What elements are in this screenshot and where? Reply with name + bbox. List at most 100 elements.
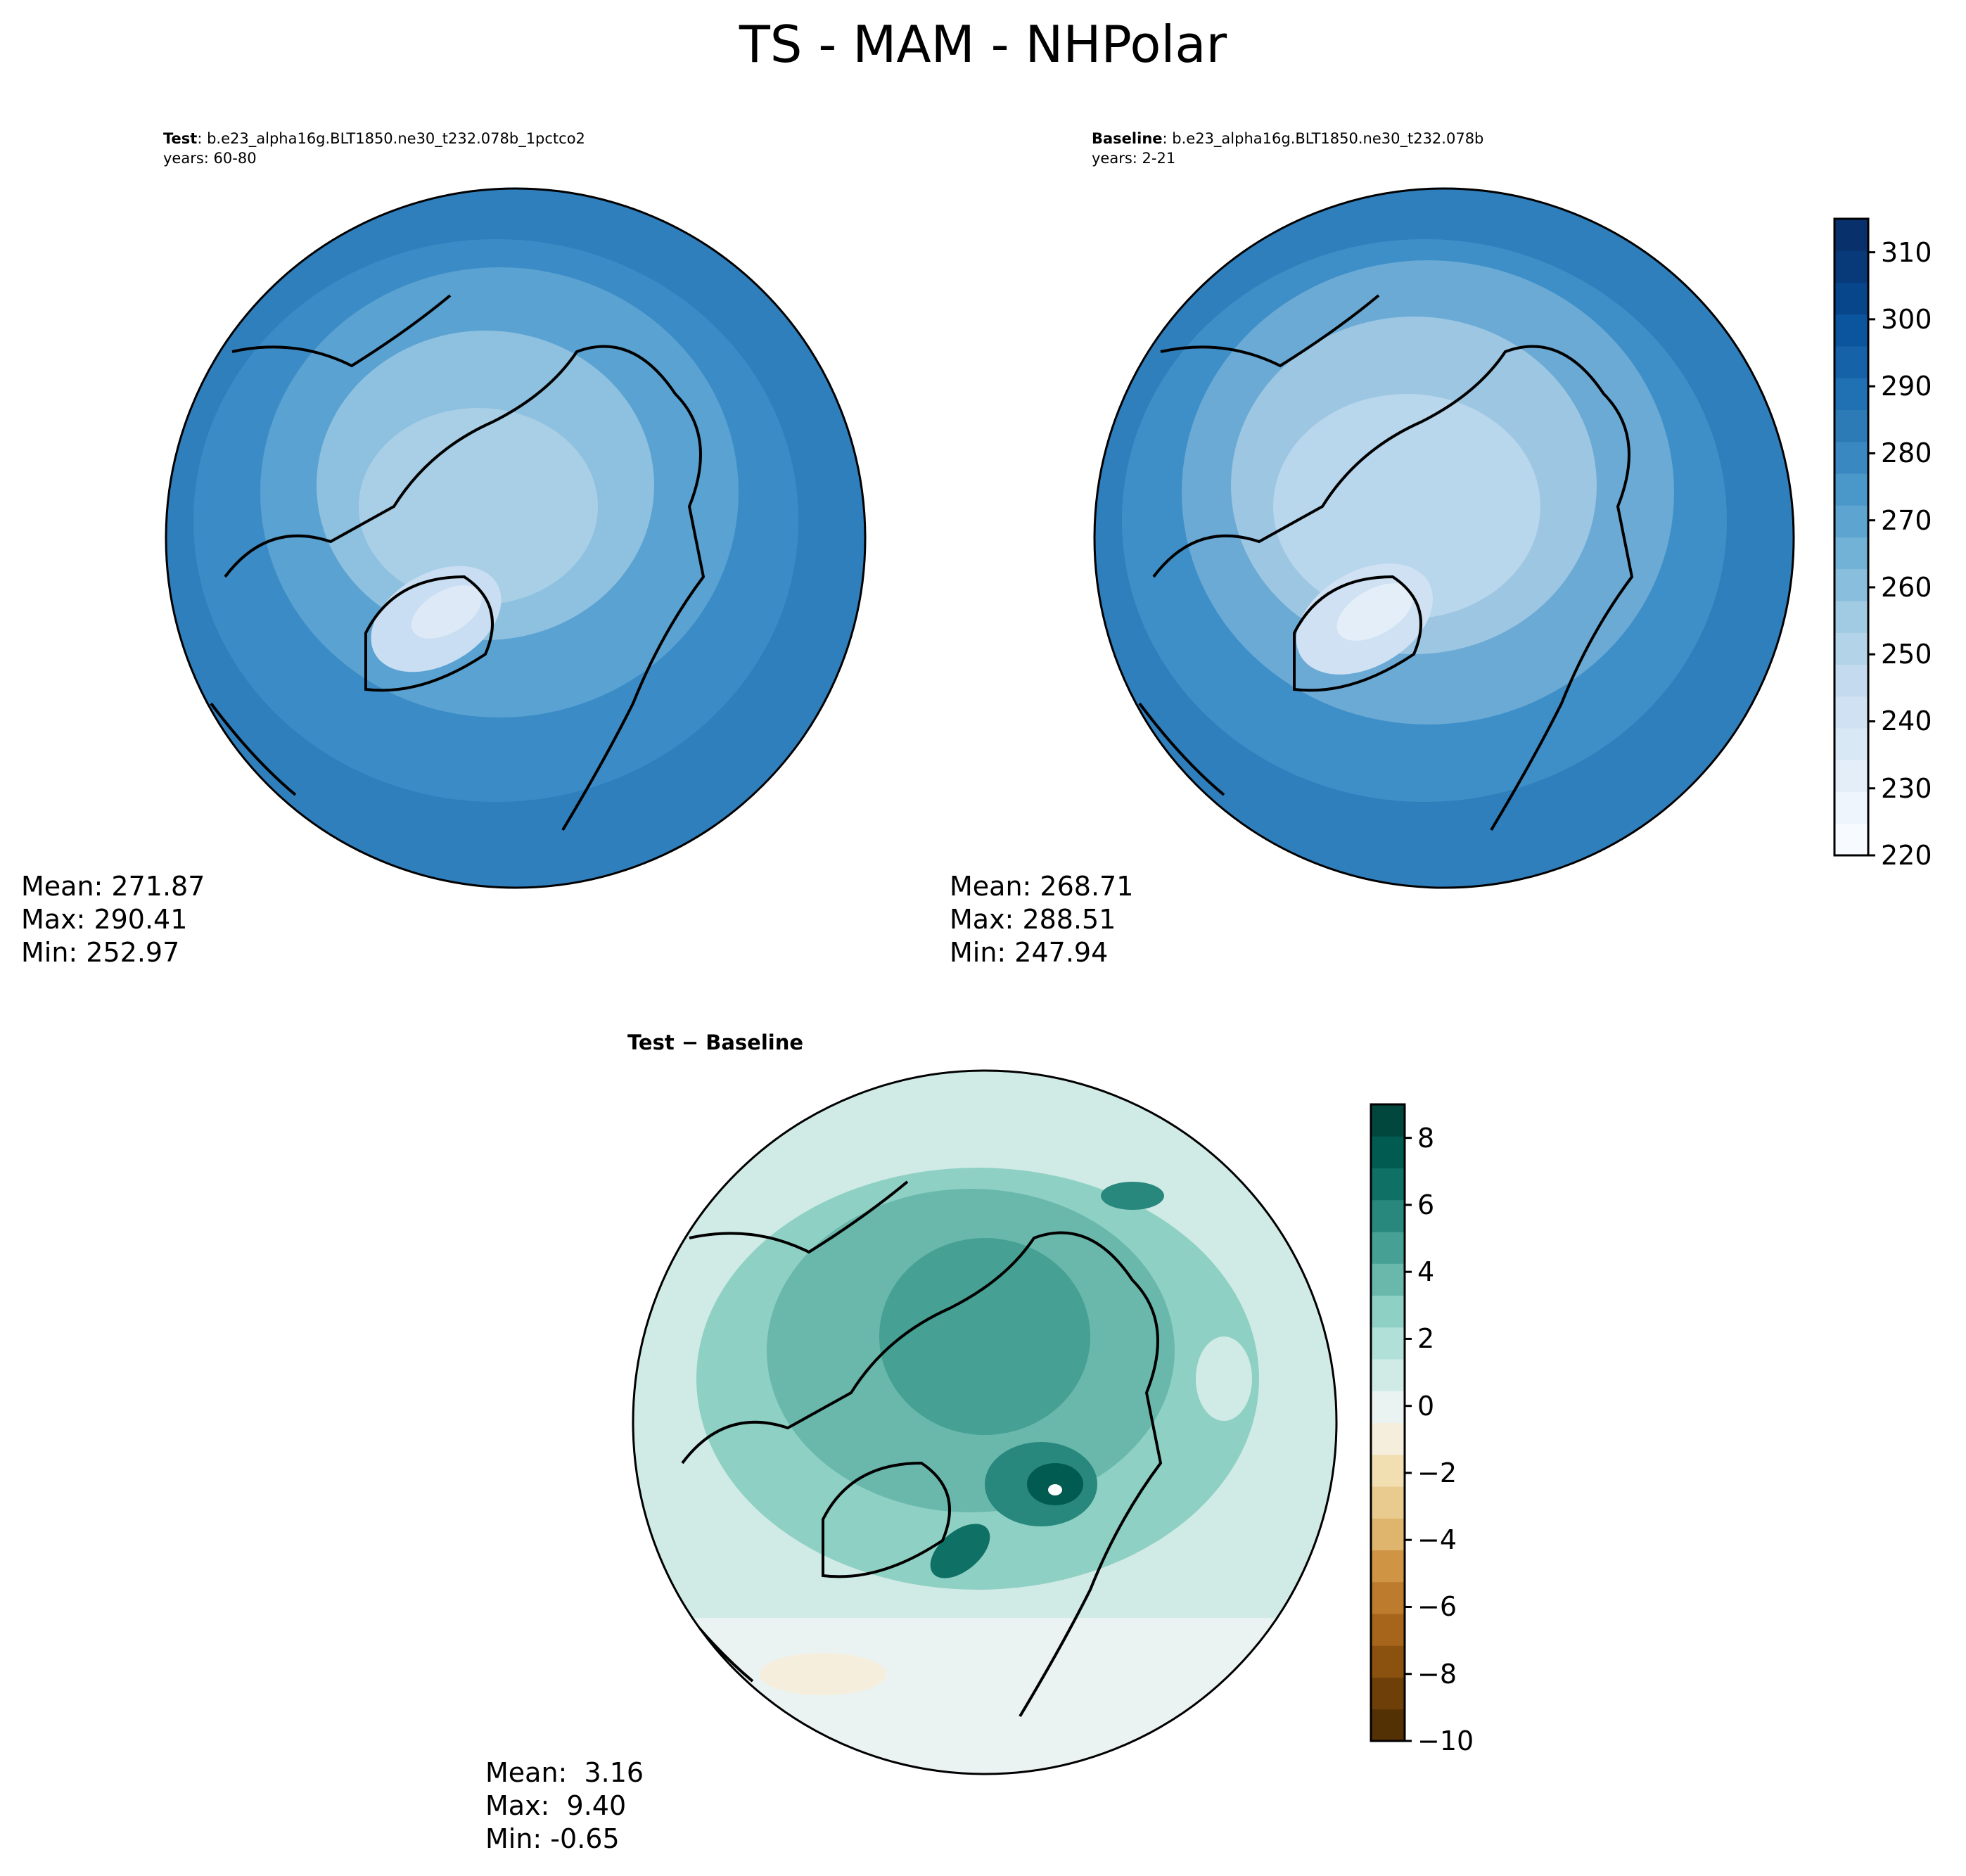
absolute-colorbar-segment: [1834, 314, 1868, 347]
difference-colorbar-segment: [1371, 1391, 1405, 1423]
test-panel-header: Test: b.e23_alpha16g.BLT1850.ne30_t232.0…: [163, 130, 585, 167]
absolute-colorbar-segment: [1834, 346, 1868, 378]
absolute-colorbar-tick-label: 220: [1881, 840, 1932, 871]
difference-label-test: Test: [627, 1030, 675, 1054]
baseline-stat-max: Max: 288.51: [950, 904, 1116, 935]
difference-colorbar-segment: [1371, 1645, 1405, 1678]
absolute-colorbar-segment: [1834, 728, 1868, 760]
test-stats: Mean: 271.87 Max: 290.41 Min: 252.97: [21, 870, 205, 969]
absolute-colorbar-segment: [1834, 219, 1868, 251]
absolute-colorbar-segment: [1834, 601, 1868, 633]
test-map-coastline: [210, 294, 706, 831]
difference-label-baseline: Baseline: [706, 1030, 804, 1054]
difference-map: [632, 1069, 1338, 1775]
test-label: Test: [163, 130, 198, 147]
difference-colorbar-tick-label: 0: [1417, 1390, 1435, 1422]
absolute-colorbar-tick-label: 300: [1881, 303, 1932, 335]
difference-colorbar-segment: [1371, 1104, 1405, 1137]
difference-map-band: [879, 1238, 1090, 1435]
test-map-greenland-core: [411, 585, 482, 639]
absolute-colorbar-tick-label: 290: [1881, 371, 1932, 402]
baseline-years: years: 2-21: [1092, 150, 1176, 167]
baseline-panel-header: Baseline: b.e23_alpha16g.BLT1850.ne30_t2…: [1092, 130, 1484, 167]
difference-colorbar-segment: [1371, 1232, 1405, 1264]
difference-colorbar-segment: [1371, 1136, 1405, 1168]
absolute-colorbar-segment: [1834, 760, 1868, 792]
absolute-colorbar-segment: [1834, 696, 1868, 729]
difference-colorbar-tick-label: 4: [1417, 1256, 1435, 1288]
difference-stat-min: Min: -0.65: [485, 1823, 620, 1854]
difference-stat-mean: Mean: 3.16: [485, 1757, 644, 1788]
test-stat-min: Min: 252.97: [21, 937, 180, 968]
baseline-stats: Mean: 268.71 Max: 288.51 Min: 247.94: [950, 870, 1133, 969]
difference-colorbar-segment: [1371, 1581, 1405, 1614]
baseline-map-greenland-core: [1336, 583, 1414, 641]
absolute-colorbar-segment: [1834, 409, 1868, 442]
absolute-colorbar-segment: [1834, 791, 1868, 824]
colorbar-absolute: [1833, 217, 1875, 857]
difference-colorbar-tick-label: −6: [1417, 1591, 1457, 1623]
difference-colorbar-segment: [1371, 1677, 1405, 1710]
absolute-colorbar-tick-label: 310: [1881, 236, 1932, 268]
absolute-colorbar-segment: [1834, 441, 1868, 474]
difference-stats: Mean: 3.16 Max: 9.40 Min: -0.65: [485, 1756, 644, 1856]
difference-map-border: [632, 1069, 1338, 1775]
baseline-stat-mean: Mean: 268.71: [950, 871, 1134, 902]
baseline-map: [1093, 187, 1795, 889]
absolute-colorbar-segment: [1834, 632, 1868, 665]
difference-colorbar-tick-label: 2: [1417, 1323, 1435, 1355]
difference-colorbar-segment: [1371, 1422, 1405, 1455]
absolute-colorbar-segment: [1834, 282, 1868, 315]
difference-label-operator: −: [674, 1030, 706, 1054]
test-map-band: [359, 408, 598, 605]
difference-colorbar-segment: [1371, 1486, 1405, 1519]
test-map-border: [165, 187, 867, 889]
figure-title: TS - MAM - NHPolar: [739, 15, 1227, 74]
difference-colorbar-segment: [1371, 1709, 1405, 1742]
difference-colorbar-segment: [1371, 1359, 1405, 1391]
baseline-case-name: b.e23_alpha16g.BLT1850.ne30_t232.078b: [1172, 130, 1484, 147]
difference-colorbar-segment: [1371, 1454, 1405, 1487]
difference-panel-header: Test − Baseline: [627, 1033, 803, 1054]
difference-map-band: [1101, 1182, 1164, 1210]
difference-colorbar-segment: [1371, 1518, 1405, 1550]
absolute-colorbar-tick-label: 270: [1881, 504, 1932, 536]
baseline-stat-min: Min: 247.94: [950, 937, 1109, 968]
difference-colorbar-segment: [1371, 1263, 1405, 1296]
test-case-name: b.e23_alpha16g.BLT1850.ne30_t232.078b_1p…: [207, 130, 585, 147]
difference-stat-max: Max: 9.40: [485, 1790, 627, 1821]
baseline-map-border: [1093, 187, 1795, 889]
test-years: years: 60-80: [163, 150, 257, 167]
absolute-colorbar-segment: [1834, 664, 1868, 697]
difference-colorbar-segment: [1371, 1199, 1405, 1232]
difference-map-coastline: [667, 1180, 1163, 1718]
absolute-colorbar-segment: [1834, 823, 1868, 856]
difference-colorbar-segment: [1371, 1295, 1405, 1328]
absolute-colorbar-tick-label: 280: [1881, 438, 1932, 469]
difference-colorbar-tick-label: 8: [1417, 1122, 1435, 1154]
test-stat-mean: Mean: 271.87: [21, 871, 205, 902]
absolute-colorbar-segment: [1834, 250, 1868, 283]
difference-colorbar-segment: [1371, 1327, 1405, 1360]
absolute-colorbar-segment: [1834, 378, 1868, 410]
absolute-colorbar-segment: [1834, 473, 1868, 506]
difference-map-band: [1048, 1484, 1062, 1495]
difference-colorbar-segment: [1371, 1614, 1405, 1646]
difference-map-band: [1196, 1336, 1252, 1421]
difference-map-band: [930, 1524, 990, 1578]
baseline-label: Baseline: [1092, 130, 1163, 147]
difference-colorbar-segment: [1371, 1550, 1405, 1583]
test-map: [165, 187, 867, 889]
absolute-colorbar-tick-label: 240: [1881, 706, 1932, 737]
absolute-colorbar-segment: [1834, 505, 1868, 537]
difference-colorbar-segment: [1371, 1168, 1405, 1201]
difference-colorbar-tick-label: −2: [1417, 1457, 1457, 1488]
absolute-colorbar-tick-label: 260: [1881, 571, 1932, 603]
absolute-colorbar-tick-label: 250: [1881, 639, 1932, 670]
colorbar-difference: [1370, 1103, 1412, 1742]
baseline-map-band: [1273, 394, 1540, 619]
absolute-colorbar-segment: [1834, 568, 1868, 601]
absolute-colorbar-frame: [1833, 217, 1870, 857]
difference-colorbar-frame: [1370, 1103, 1406, 1742]
